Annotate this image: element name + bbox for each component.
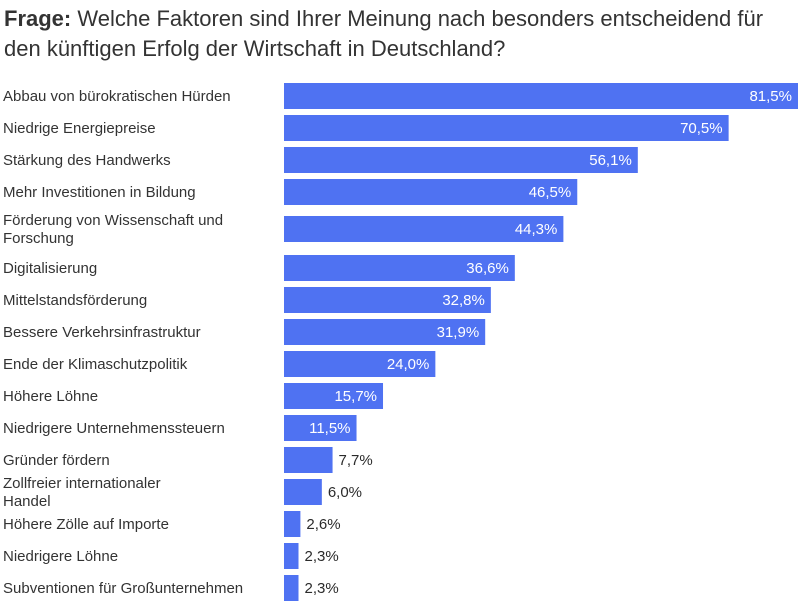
bar [284, 147, 638, 173]
bar [284, 479, 322, 505]
bar [284, 255, 515, 281]
chart-title: Frage: Welche Faktoren sind Ihrer Meinun… [4, 4, 796, 64]
value-label: 6,0% [328, 484, 362, 501]
bar [284, 83, 798, 109]
bar [284, 287, 491, 313]
value-label: 2,3% [305, 548, 339, 565]
category-label: Stärkung des Handwerks [3, 152, 171, 169]
value-label: 44,3% [515, 221, 558, 238]
category-label: Mittelstandsförderung [3, 292, 147, 309]
category-label: Höhere Löhne [3, 388, 98, 405]
bar [284, 447, 333, 473]
bar [284, 575, 299, 601]
title-text: Welche Faktoren sind Ihrer Meinung nach … [4, 6, 764, 61]
value-label: 31,9% [437, 324, 480, 341]
value-label: 11,5% [309, 420, 350, 437]
bar [284, 319, 486, 345]
value-label: 36,6% [466, 260, 509, 277]
bar [284, 216, 564, 242]
value-label: 2,6% [306, 516, 340, 533]
value-label: 7,7% [339, 452, 373, 469]
category-label: Förderung von Wissenschaft und Forschung [3, 212, 223, 247]
value-label: 32,8% [442, 292, 485, 309]
value-label: 24,0% [387, 356, 430, 373]
value-label: 46,5% [529, 184, 572, 201]
category-label: Bessere Verkehrsinfrastruktur [3, 324, 201, 341]
category-label: Niedrige Energiepreise [3, 120, 156, 137]
category-label: Abbau von bürokratischen Hürden [3, 88, 231, 105]
category-label: Niedrigere Unternehmenssteuern [3, 420, 225, 437]
bar [284, 351, 436, 377]
value-label: 2,3% [305, 580, 339, 597]
category-label: Niedrigere Löhne [3, 548, 118, 565]
category-label: Gründer fördern [3, 452, 110, 469]
bar [284, 543, 299, 569]
category-label: Ende der Klimaschutzpolitik [3, 356, 188, 373]
bar [284, 511, 301, 537]
value-label: 81,5% [749, 88, 792, 105]
category-label: Höhere Zölle auf Importe [3, 516, 169, 533]
value-label: 15,7% [334, 388, 377, 405]
bar [284, 415, 357, 441]
bar [284, 115, 729, 141]
bar [284, 383, 384, 409]
category-label: Mehr Investitionen in Bildung [3, 184, 196, 201]
title-prefix: Frage: [4, 6, 72, 31]
value-label: 70,5% [680, 120, 723, 137]
category-label: Subventionen für Großunternehmen [3, 580, 243, 597]
value-label: 56,1% [589, 152, 632, 169]
category-label: Zollfreier internationaler Handel [3, 475, 161, 510]
bar [284, 179, 578, 205]
category-label: Digitalisierung [3, 260, 97, 277]
